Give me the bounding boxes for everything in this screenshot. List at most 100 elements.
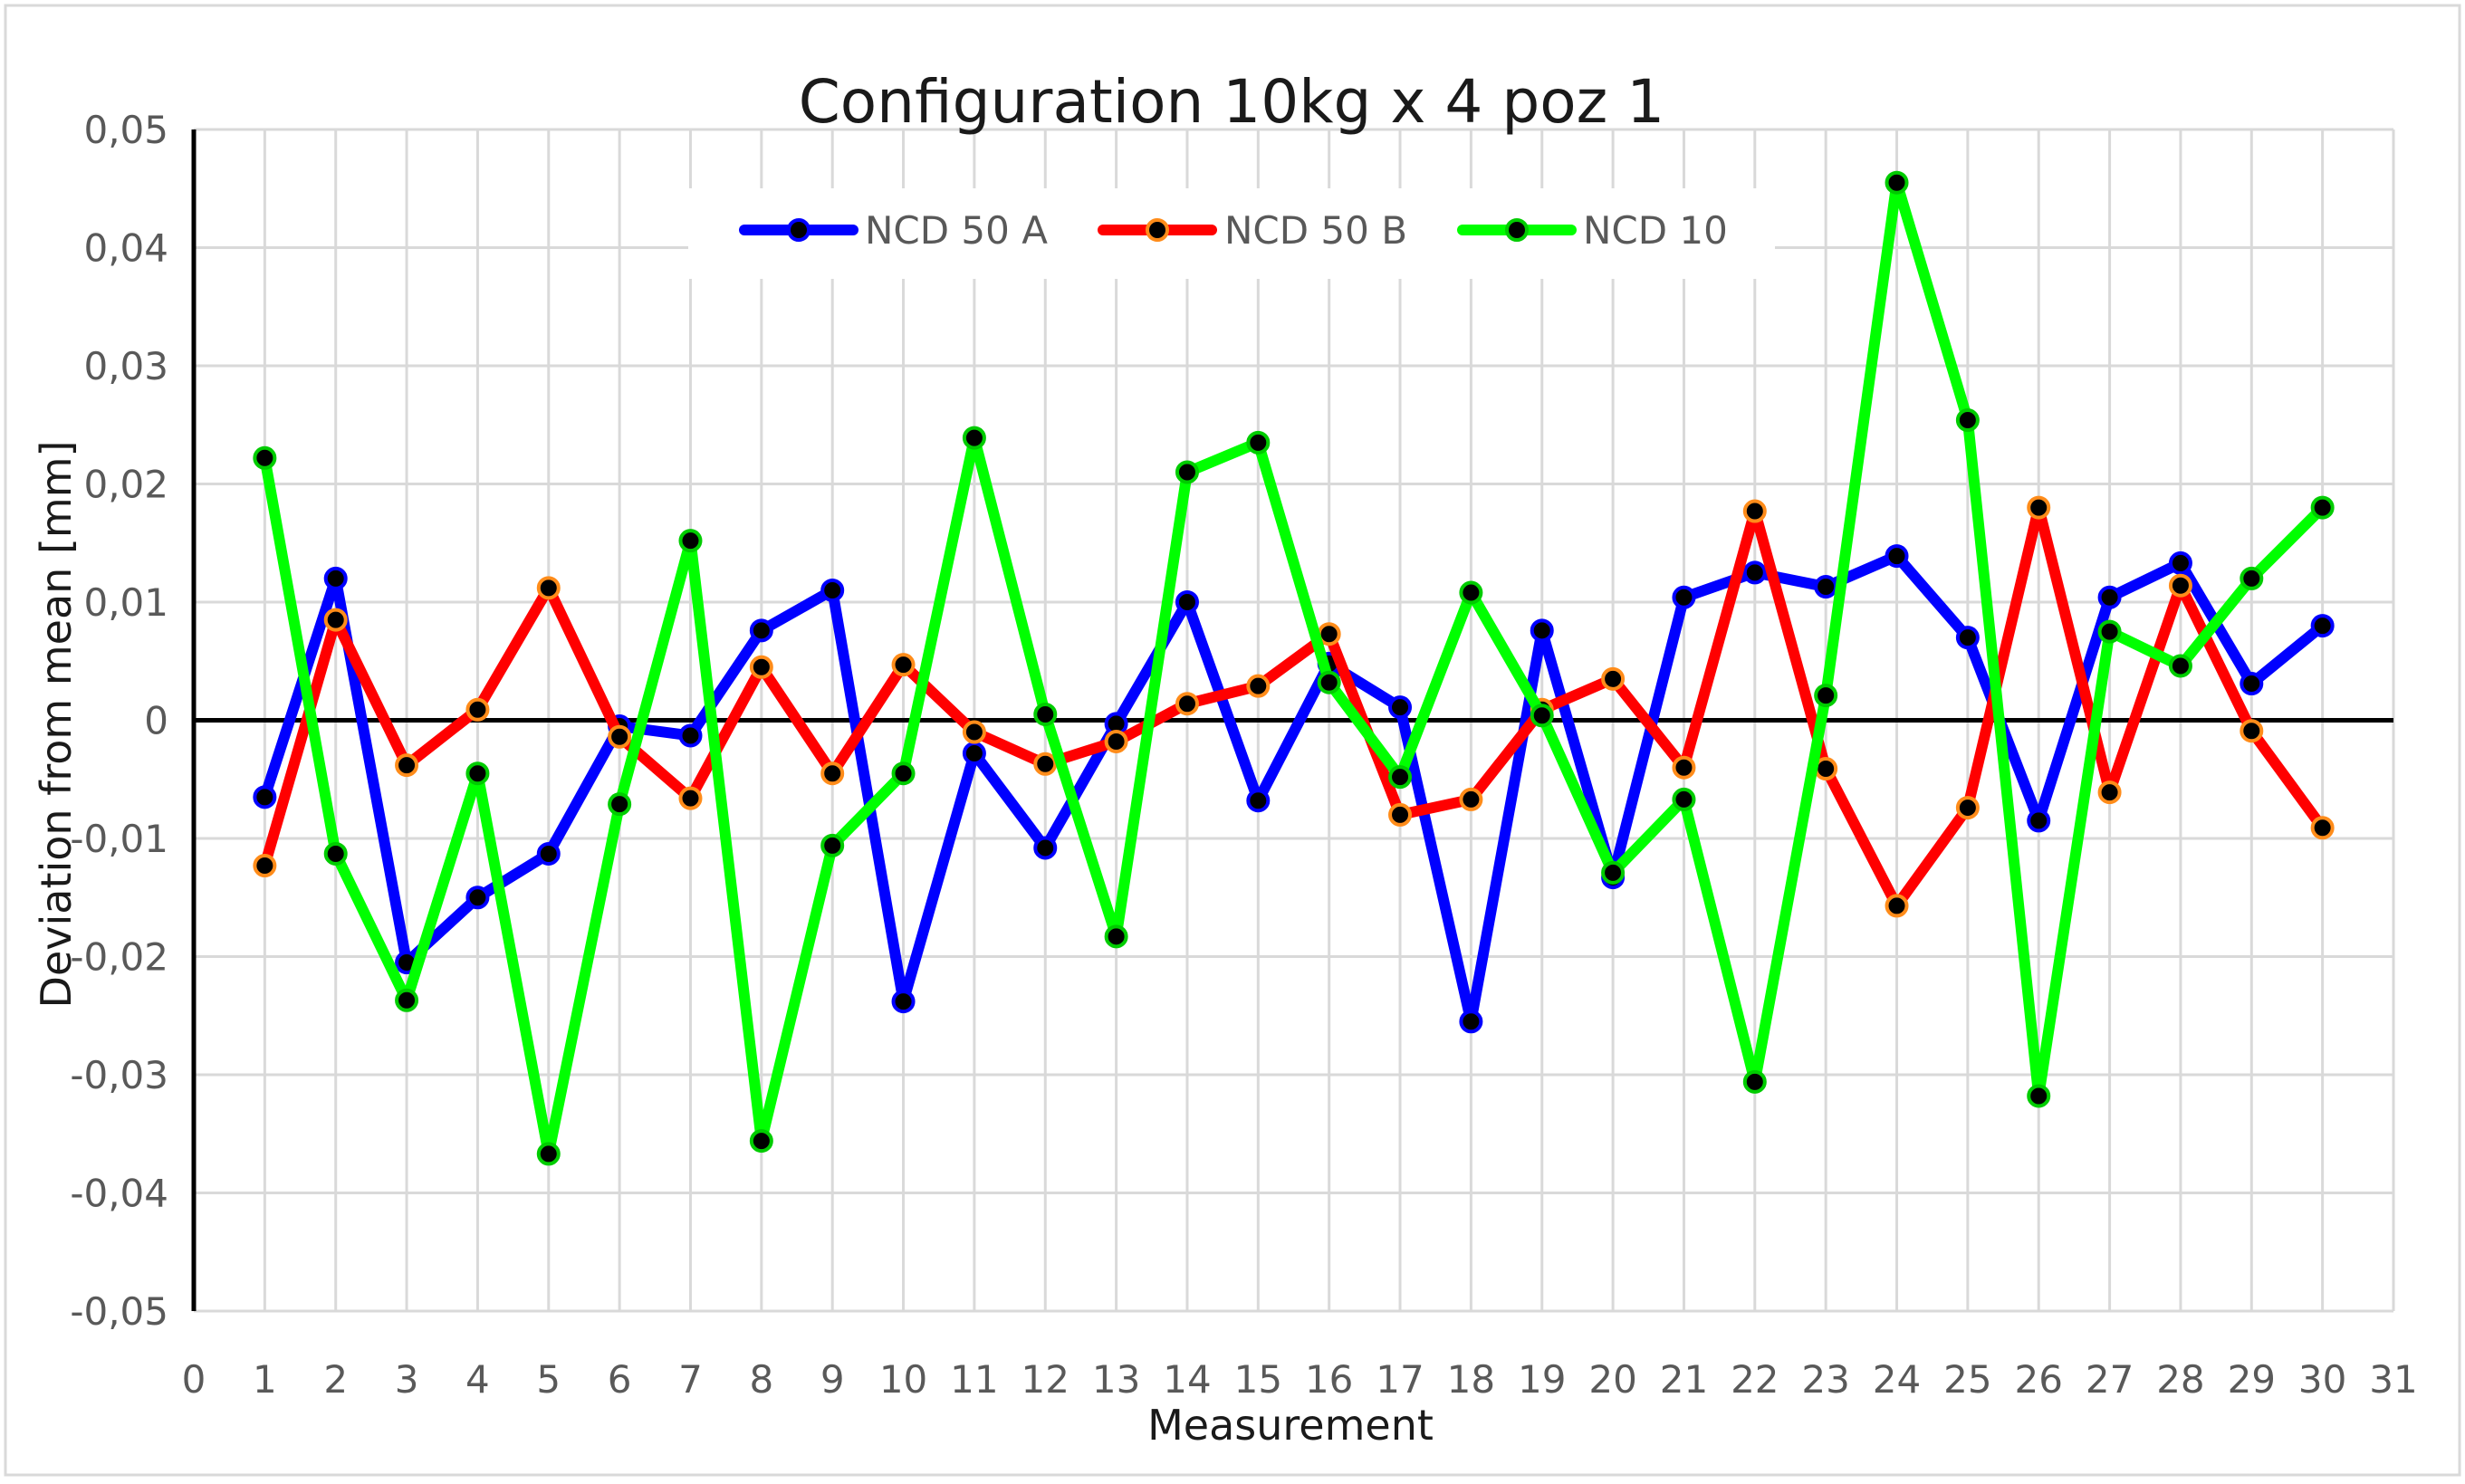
- data-point: [1885, 170, 1909, 195]
- data-point: [1601, 860, 1626, 885]
- x-tick-label: 6: [608, 1357, 632, 1402]
- data-point: [1885, 544, 1909, 569]
- y-tick-label: 0: [144, 699, 168, 743]
- y-tick-label: -0,02: [70, 935, 168, 980]
- x-tick-label: 29: [2228, 1357, 2276, 1402]
- data-point: [749, 1129, 773, 1154]
- data-point: [820, 578, 845, 602]
- data-point: [678, 723, 703, 748]
- data-point: [608, 724, 632, 749]
- data-point: [2310, 614, 2335, 638]
- data-point: [2240, 672, 2264, 696]
- y-tick-label: 0,05: [83, 108, 168, 152]
- data-point: [1742, 499, 1767, 523]
- data-point: [962, 720, 986, 744]
- data-point: [1530, 704, 1554, 728]
- data-point: [2240, 566, 2264, 590]
- series-line: [259, 177, 2328, 1160]
- legend-marker: [1505, 218, 1529, 242]
- data-point: [323, 841, 348, 866]
- data-point: [1175, 590, 1199, 614]
- data-point: [1955, 626, 1980, 650]
- x-tick-label: 25: [1943, 1357, 1991, 1402]
- x-axis-label: Measurement: [1147, 1401, 1434, 1450]
- series-line: [259, 551, 2328, 1028]
- data-point: [1459, 580, 1483, 605]
- y-tick-label: -0,03: [70, 1053, 168, 1097]
- data-point: [253, 445, 277, 470]
- data-point: [1672, 787, 1696, 811]
- x-tick-label: 26: [2014, 1357, 2062, 1402]
- x-tick-label: 2: [323, 1357, 348, 1402]
- data-point: [891, 990, 916, 1014]
- data-point: [2168, 551, 2192, 575]
- data-point: [1742, 560, 1767, 585]
- x-tick-label: 10: [879, 1357, 927, 1402]
- legend: NCD 50 A NCD 50 B NCD 10: [688, 188, 1775, 279]
- data-point: [1104, 924, 1128, 949]
- data-point: [536, 1142, 561, 1166]
- data-point: [253, 785, 277, 809]
- data-point: [1175, 692, 1199, 716]
- data-point: [749, 655, 773, 679]
- data-point: [395, 988, 419, 1012]
- data-point: [465, 697, 490, 722]
- data-point: [1317, 670, 1341, 694]
- data-point: [891, 761, 916, 786]
- data-point: [323, 566, 348, 590]
- legend-label: NCD 50 A: [865, 208, 1048, 253]
- y-axis-label: Deviation from mean [mm]: [32, 441, 81, 1009]
- data-point: [2310, 495, 2335, 520]
- data-point: [1742, 1069, 1767, 1094]
- data-point: [1814, 684, 1838, 708]
- data-point: [1104, 729, 1128, 753]
- data-point: [2027, 495, 2051, 520]
- x-tick-labels: 0 1 2 3 4 5 6 7 8 9 10 11 12 13 14 15 16 17 18 19 20 21 22 23 24…: [182, 1357, 2418, 1402]
- data-point: [1175, 460, 1199, 484]
- data-point: [2168, 654, 2192, 678]
- data-point: [1459, 1010, 1483, 1034]
- x-tick-label: 0: [182, 1357, 206, 1402]
- data-point: [962, 742, 986, 766]
- data-point: [1388, 765, 1413, 790]
- data-point: [1814, 575, 1838, 599]
- x-tick-label: 17: [1376, 1357, 1424, 1402]
- data-point: [2097, 619, 2122, 644]
- x-tick-label: 3: [395, 1357, 419, 1402]
- x-tick-label: 21: [1660, 1357, 1708, 1402]
- x-tick-label: 4: [465, 1357, 490, 1402]
- x-tick-label: 19: [1518, 1357, 1566, 1402]
- x-tick-label: 27: [2086, 1357, 2134, 1402]
- data-point: [820, 833, 845, 857]
- x-tick-label: 12: [1021, 1357, 1069, 1402]
- legend-label: NCD 10: [1583, 208, 1728, 253]
- legend-item: NCD 50 B: [1098, 208, 1407, 253]
- x-tick-label: 18: [1447, 1357, 1495, 1402]
- x-tick-label: 7: [678, 1357, 703, 1402]
- y-tick-label: 0,01: [83, 580, 168, 625]
- x-tick-label: 31: [2369, 1357, 2417, 1402]
- data-point: [1885, 894, 1909, 918]
- y-tick-label: 0,04: [83, 226, 168, 271]
- series-line: [259, 502, 2328, 912]
- data-point: [2027, 809, 2051, 833]
- data-point: [1672, 755, 1696, 780]
- y-tick-label: 0,02: [83, 463, 168, 507]
- x-tick-label: 15: [1234, 1357, 1282, 1402]
- data-point: [465, 761, 490, 786]
- y-tick-labels: 0,05 0,04 0,03 0,02 0,01 0 -0,01 -0,02 -0,03 -0,0…: [70, 108, 168, 1334]
- data-point: [1672, 585, 1696, 609]
- x-tick-label: 24: [1873, 1357, 1921, 1402]
- data-point: [678, 529, 703, 553]
- data-point: [608, 792, 632, 817]
- legend-box: [688, 188, 1775, 279]
- data-point: [536, 841, 561, 866]
- data-point: [465, 886, 490, 910]
- chart-title: Configuration 10kg x 4 poz 1: [799, 67, 1665, 137]
- data-point: [1388, 695, 1413, 720]
- y-tick-label: -0,05: [70, 1289, 168, 1334]
- series-ncd-50-b: [253, 495, 2335, 918]
- x-tick-label: 8: [749, 1357, 773, 1402]
- data-point: [1246, 430, 1271, 455]
